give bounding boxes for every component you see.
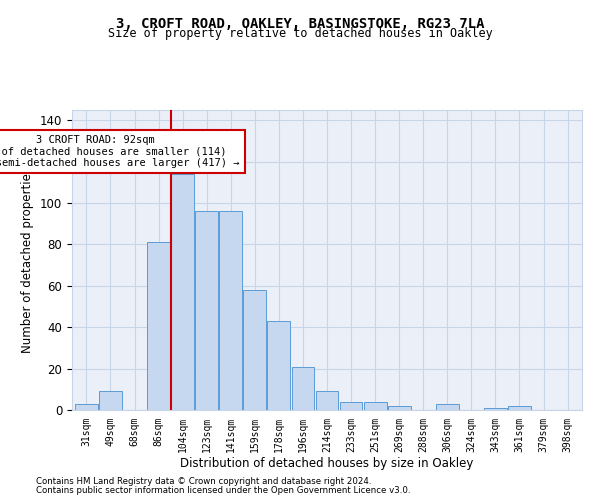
- X-axis label: Distribution of detached houses by size in Oakley: Distribution of detached houses by size …: [181, 457, 473, 470]
- Bar: [244, 290, 266, 410]
- Bar: [195, 212, 218, 410]
- Bar: [292, 366, 314, 410]
- Bar: [508, 406, 531, 410]
- Text: Size of property relative to detached houses in Oakley: Size of property relative to detached ho…: [107, 28, 493, 40]
- Bar: [99, 392, 122, 410]
- Text: Contains public sector information licensed under the Open Government Licence v3: Contains public sector information licen…: [36, 486, 410, 495]
- Bar: [171, 174, 194, 410]
- Bar: [484, 408, 507, 410]
- Bar: [436, 404, 459, 410]
- Bar: [316, 392, 338, 410]
- Bar: [340, 402, 362, 410]
- Text: 3, CROFT ROAD, OAKLEY, BASINGSTOKE, RG23 7LA: 3, CROFT ROAD, OAKLEY, BASINGSTOKE, RG23…: [116, 18, 484, 32]
- Bar: [364, 402, 386, 410]
- Bar: [388, 406, 410, 410]
- Text: Contains HM Land Registry data © Crown copyright and database right 2024.: Contains HM Land Registry data © Crown c…: [36, 477, 371, 486]
- Text: 3 CROFT ROAD: 92sqm
← 21% of detached houses are smaller (114)
78% of semi-detac: 3 CROFT ROAD: 92sqm ← 21% of detached ho…: [0, 135, 239, 168]
- Bar: [147, 242, 170, 410]
- Bar: [75, 404, 98, 410]
- Y-axis label: Number of detached properties: Number of detached properties: [22, 167, 34, 353]
- Bar: [220, 212, 242, 410]
- Bar: [268, 321, 290, 410]
